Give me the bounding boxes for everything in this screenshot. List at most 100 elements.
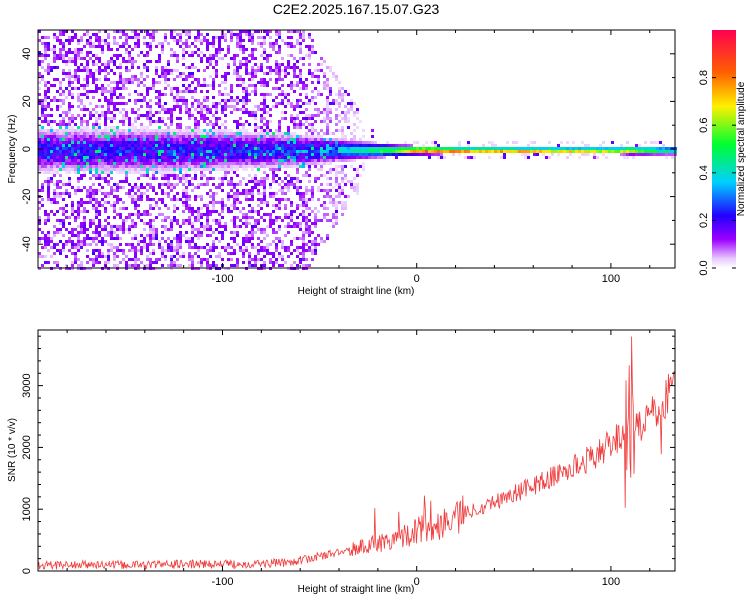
spectrogram-cell — [500, 156, 503, 159]
spectrogram-cell — [122, 30, 125, 33]
spectrogram-cell — [98, 183, 101, 186]
spectrogram-cell — [239, 162, 242, 165]
spectrogram-cell — [101, 138, 104, 141]
spectrogram-cell — [131, 225, 134, 228]
spectrogram-cell — [335, 147, 338, 150]
spectrogram-cell — [269, 114, 272, 117]
spectrogram-cell — [296, 165, 299, 168]
spectrogram-cell — [209, 246, 212, 249]
spectrogram-cell — [224, 246, 227, 249]
spectrogram-cell — [131, 246, 134, 249]
spectrogram-cell — [95, 141, 98, 144]
spectrogram-cell — [221, 36, 224, 39]
spectrogram-cell — [146, 246, 149, 249]
spectrogram-cell — [104, 171, 107, 174]
spectrogram-cell — [413, 147, 416, 150]
spectrogram-cell — [158, 129, 161, 132]
spectrogram-cell — [275, 150, 278, 153]
spectrogram-cell — [215, 165, 218, 168]
spectrogram-cell — [212, 150, 215, 153]
spectrogram-cell — [290, 36, 293, 39]
spectrogram-cell — [368, 150, 371, 153]
spectrogram-cell — [233, 192, 236, 195]
spectrogram-cell — [137, 177, 140, 180]
spectrogram-cell — [359, 138, 362, 141]
spectrogram-cell — [65, 189, 68, 192]
spectrogram-cell — [344, 150, 347, 153]
spectrogram-cell — [179, 159, 182, 162]
spectrogram-cell — [149, 120, 152, 123]
spectrogram-cell — [218, 255, 221, 258]
spectrogram-cell — [191, 51, 194, 54]
spectrogram-cell — [56, 138, 59, 141]
spectrogram-cell — [386, 153, 389, 156]
x-tick-label: 100 — [602, 576, 620, 588]
spectrogram-cell — [77, 216, 80, 219]
spectrogram-cell — [305, 126, 308, 129]
spectrogram-cell — [59, 42, 62, 45]
spectrogram-cell — [188, 135, 191, 138]
spectrogram-cell — [188, 162, 191, 165]
spectrogram-cell — [119, 249, 122, 252]
spectrogram-cell — [143, 144, 146, 147]
spectrogram-cell — [86, 141, 89, 144]
spectrogram-cell — [425, 147, 428, 150]
spectrogram-cell — [437, 156, 440, 159]
spectrogram-cell — [53, 150, 56, 153]
spectrogram-cell — [176, 264, 179, 267]
spectrogram-cell — [86, 33, 89, 36]
spectrogram-cell — [347, 93, 350, 96]
spectrogram-cell — [317, 69, 320, 72]
spectrogram-cell — [233, 264, 236, 267]
spectrogram-cell — [161, 132, 164, 135]
spectrogram-cell — [320, 240, 323, 243]
spectrogram-cell — [317, 219, 320, 222]
spectrogram-cell — [41, 153, 44, 156]
spectrogram-cell — [158, 117, 161, 120]
spectrogram-cell — [269, 162, 272, 165]
spectrogram-cell — [194, 156, 197, 159]
spectrogram-cell — [83, 159, 86, 162]
spectrogram-cell — [128, 123, 131, 126]
spectrogram-cell — [167, 216, 170, 219]
spectrogram-cell — [191, 153, 194, 156]
spectrogram-cell — [128, 159, 131, 162]
spectrogram-cell — [107, 33, 110, 36]
spectrogram-cell — [176, 192, 179, 195]
spectrogram-cell — [275, 153, 278, 156]
spectrogram-cell — [344, 153, 347, 156]
spectrogram-cell — [41, 111, 44, 114]
spectrogram-cell — [50, 66, 53, 69]
spectrogram-cell — [296, 102, 299, 105]
spectrogram-cells — [38, 30, 677, 270]
spectrogram-cell — [344, 135, 347, 138]
spectrogram-cell — [179, 246, 182, 249]
spectrogram-cell — [137, 204, 140, 207]
spectrogram-cell — [665, 153, 668, 156]
spectrogram-cell — [329, 144, 332, 147]
spectrogram-cell — [185, 99, 188, 102]
spectrogram-cell — [302, 147, 305, 150]
spectrogram-cell — [83, 120, 86, 123]
spectrogram-cell — [77, 132, 80, 135]
spectrogram-cell — [170, 165, 173, 168]
spectrogram-cell — [164, 216, 167, 219]
spectrogram-cell — [92, 222, 95, 225]
spectrogram-cell — [206, 60, 209, 63]
spectrogram-cell — [266, 138, 269, 141]
spectrogram-cell — [92, 63, 95, 66]
spectrogram-cell — [209, 153, 212, 156]
spectrogram-cell — [71, 75, 74, 78]
spectrogram-cell — [242, 108, 245, 111]
spectrogram-cell — [131, 159, 134, 162]
spectrogram-cell — [98, 135, 101, 138]
spectrogram-cell — [302, 165, 305, 168]
spectrogram-cell — [116, 57, 119, 60]
spectrogram-cell — [320, 93, 323, 96]
spectrogram-cell — [203, 120, 206, 123]
spectrogram-cell — [62, 222, 65, 225]
spectrogram-cell — [170, 225, 173, 228]
spectrogram-cell — [356, 111, 359, 114]
spectrogram-cell — [275, 162, 278, 165]
spectrogram-cell — [191, 102, 194, 105]
